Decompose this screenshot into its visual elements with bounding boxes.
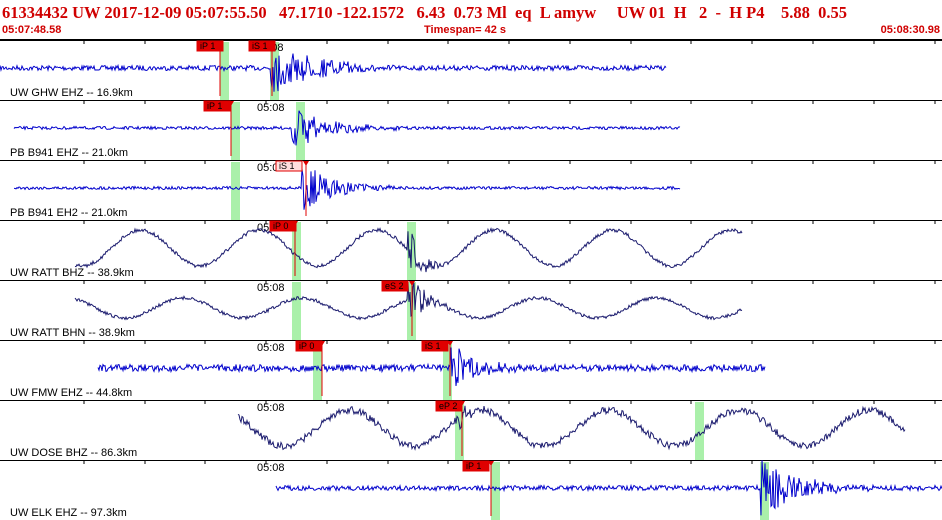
- pick-label: eS 2: [385, 281, 404, 291]
- pick-flag[interactable]: [248, 40, 276, 52]
- pick-arrow: [409, 281, 415, 286]
- station-label: PB B941 EH2 -- 21.0km: [10, 207, 127, 219]
- phase-window: [760, 462, 769, 520]
- station-label: UW RATT BHZ -- 38.9km: [10, 267, 134, 279]
- trace-panel[interactable]: 05:08 iP 1 UW ELK EHZ -- 97.3km: [0, 460, 942, 520]
- window-start-time: 05:07:48.58: [2, 24, 62, 36]
- pick-label: iS 1: [425, 341, 441, 351]
- pick-flag[interactable]: [203, 100, 231, 112]
- station-label: UW RATT BHN -- 38.9km: [10, 327, 135, 339]
- minute-marker-label: 05:08: [257, 102, 285, 114]
- phase-window: [292, 282, 301, 340]
- pick-arrow: [319, 341, 325, 346]
- pick-label: eP 2: [439, 401, 457, 411]
- minute-marker-label: 05:08: [257, 342, 285, 354]
- phase-window: [220, 42, 229, 100]
- phase-window: [491, 462, 500, 520]
- pick-flag[interactable]: [462, 460, 490, 472]
- pick-label: iP 0: [273, 221, 288, 231]
- pick-arrow: [217, 41, 223, 46]
- minute-marker-label: 05:08: [257, 462, 285, 474]
- phase-window: [443, 342, 452, 400]
- phase-window: [231, 102, 240, 160]
- seismogram-trace: [74, 282, 743, 321]
- pick-flag[interactable]: [275, 160, 303, 172]
- station-label: UW ELK EHZ -- 97.3km: [10, 507, 127, 519]
- phase-window: [296, 102, 305, 160]
- trace-panel[interactable]: 05:08 iP 1 PB B941 EHZ -- 21.0km: [0, 100, 942, 160]
- pick-arrow: [459, 401, 465, 406]
- event-summary-line: 61334432 UW 2017-12-09 05:07:55.50 47.17…: [2, 3, 847, 22]
- pick-flag[interactable]: [196, 40, 224, 52]
- seismogram-trace: [14, 168, 681, 210]
- pick-label: iP 1: [207, 101, 222, 111]
- seismogram-trace: [74, 227, 743, 273]
- seismogram-trace: [13, 110, 681, 146]
- pick-arrow: [488, 461, 494, 466]
- seismogram-trace: [97, 347, 766, 387]
- pick-arrow: [269, 41, 275, 46]
- pick-label: iS 1: [252, 41, 268, 51]
- pick-flag[interactable]: [421, 340, 449, 352]
- seismogram-trace: [275, 460, 942, 516]
- seismogram-trace: [0, 53, 667, 92]
- waveform-panel[interactable]: 05:08 iP 1 iS 1 UW GHW EHZ -- 16.9km 05:08 iP…: [0, 40, 942, 520]
- pick-label: iS 1: [279, 161, 295, 171]
- time-window-bar: 05:07:48.58 Timespan= 42 s 05:08:30.98: [0, 24, 942, 38]
- pick-arrow: [303, 161, 309, 166]
- pick-flag[interactable]: [381, 280, 409, 292]
- header-divider: [0, 39, 942, 40]
- pick-label: iP 1: [200, 41, 215, 51]
- timespan-label: Timespan= 42 s: [424, 24, 507, 36]
- station-label: UW GHW EHZ -- 16.9km: [10, 87, 133, 99]
- pick-arrow: [228, 101, 234, 106]
- trace-panel[interactable]: 05:08 eP 2 UW DOSE BHZ -- 86.3km: [0, 400, 942, 460]
- trace-panel[interactable]: 05:08 eS 2 UW RATT BHN -- 38.9km: [0, 280, 942, 340]
- minute-marker-label: 05:08: [257, 282, 285, 294]
- pick-arrow: [447, 341, 453, 346]
- phase-window: [231, 162, 240, 220]
- window-end-time: 05:08:30.98: [880, 24, 940, 36]
- pick-flag[interactable]: [269, 220, 297, 232]
- pick-label: iP 0: [299, 341, 314, 351]
- station-label: UW DOSE BHZ -- 86.3km: [10, 447, 137, 459]
- phase-window: [292, 222, 301, 280]
- trace-panel[interactable]: 05:08 iP 0 iS 1 UW FMW EHZ -- 44.8km: [0, 340, 942, 400]
- seismogram-trace: [237, 405, 906, 451]
- pick-arrow: [292, 221, 298, 226]
- event-header: 61334432 UW 2017-12-09 05:07:55.50 47.17…: [0, 0, 942, 40]
- phase-window: [695, 402, 704, 460]
- station-label: PB B941 EHZ -- 21.0km: [10, 147, 128, 159]
- phase-window: [455, 402, 464, 460]
- minute-marker-label: 05:08: [257, 402, 285, 414]
- station-label: UW FMW EHZ -- 44.8km: [10, 387, 132, 399]
- phase-window: [313, 342, 322, 400]
- pick-label: iP 1: [466, 461, 481, 471]
